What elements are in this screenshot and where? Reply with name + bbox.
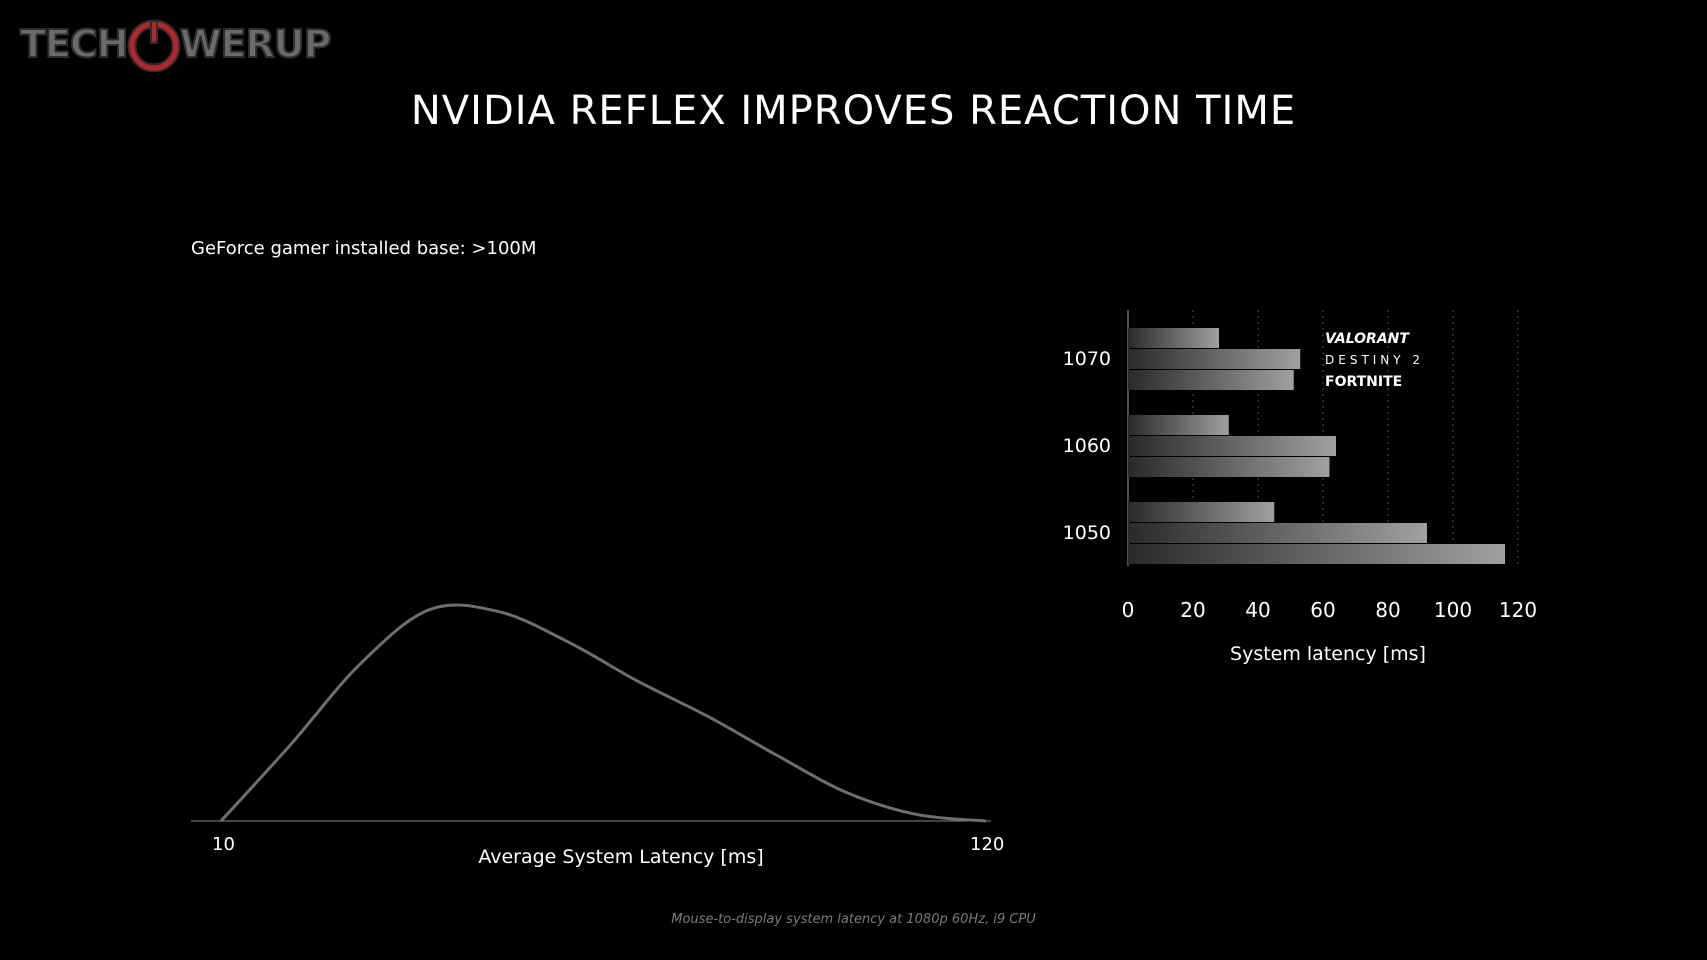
power-icon [127, 19, 181, 72]
legend-fortnite: FORTNITE [1325, 374, 1402, 390]
footnote: Mouse-to-display system latency at 1080p… [671, 912, 1036, 927]
bar-category-label: 1070 [1063, 348, 1111, 370]
bar-x-tick-label: 60 [1310, 598, 1335, 622]
legend-destiny-2: DESTINY 2 [1325, 353, 1424, 367]
bar-1060-destiny-2 [1128, 436, 1336, 456]
legend-valorant: VALORANT [1325, 331, 1410, 347]
bar-x-tick-label: 20 [1180, 598, 1205, 622]
bar-x-tick-label: 120 [1499, 598, 1537, 622]
bar-category-label: 1050 [1063, 522, 1111, 544]
bar-1050-valorant [1128, 502, 1275, 522]
bar-1070-fortnite [1128, 370, 1294, 390]
bar-x-tick-label: 100 [1434, 598, 1472, 622]
distribution-x-tick-max: 120 [970, 834, 1004, 855]
latency-bar-chart: 1070 1060 1050 0 20 40 60 80 100 120 System latenc… [1063, 310, 1537, 665]
bar-x-axis-label: System latency [ms] [1230, 643, 1426, 665]
distribution-curve [219, 603, 987, 823]
distribution-x-tick-min: 10 [212, 834, 235, 855]
distribution-x-axis-label: Average System Latency [ms] [478, 846, 763, 868]
page-title: NVIDIA REFLEX IMPROVES REACTION TIME [410, 88, 1297, 134]
techpowerup-logo: TECH WERUP [19, 14, 333, 74]
logo-text-werup: WERUP [179, 21, 333, 67]
chart-subtitle: GeForce gamer installed base: >100M [191, 238, 537, 259]
bar-1070-destiny-2 [1128, 349, 1301, 369]
bar-1070-valorant [1128, 328, 1219, 348]
bar-x-tick-label: 80 [1375, 598, 1400, 622]
logo-text-tech: TECH [19, 21, 130, 67]
bar-1060-fortnite [1128, 457, 1330, 477]
bar-category-label: 1060 [1063, 435, 1111, 457]
bar-x-tick-label: 40 [1245, 598, 1270, 622]
bar-1060-valorant [1128, 415, 1229, 435]
distribution-chart: 10 120 Average System Latency [ms] [191, 603, 1004, 868]
bar-x-tick-label: 0 [1122, 598, 1135, 622]
bar-1050-destiny-2 [1128, 523, 1427, 543]
bar-1050-fortnite [1128, 544, 1505, 564]
